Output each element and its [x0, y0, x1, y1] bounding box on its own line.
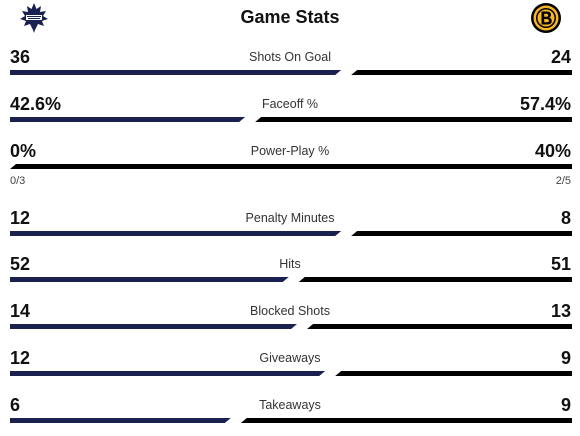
away-value: 8 — [560, 208, 571, 228]
away-sub-value: 2/5 — [555, 175, 571, 187]
stat-row-power-play: 0% Power-Play % 40% — [0, 138, 580, 169]
stat-label: Giveaways — [259, 351, 321, 365]
home-value: 14 — [10, 301, 31, 321]
home-value: 36 — [10, 47, 31, 67]
stat-label: Takeaways — [259, 398, 321, 412]
home-share-bar — [10, 231, 341, 236]
home-share-bar — [10, 324, 297, 329]
away-share-bar — [240, 418, 572, 423]
stat-label: Blocked Shots — [250, 304, 330, 318]
stat-label: Hits — [279, 257, 301, 271]
home-value: 42.6% — [10, 94, 62, 114]
stat-row-takeaways: 6 Takeaways 9 — [0, 392, 580, 423]
away-share-bar — [335, 371, 572, 376]
stat-row-blocked-shots: 14 Blocked Shots 13 — [0, 298, 580, 329]
away-value: 57.4% — [519, 94, 571, 114]
stat-label: Penalty Minutes — [245, 211, 335, 225]
stat-row-giveaways: 12 Giveaways 9 — [0, 345, 580, 376]
away-value: 24 — [550, 47, 571, 67]
home-value: 12 — [10, 348, 31, 368]
home-sub-value: 0/3 — [10, 175, 26, 187]
maple-leafs-logo-icon — [20, 3, 48, 33]
home-share-bar — [10, 70, 341, 75]
home-share-bar — [10, 418, 231, 423]
stat-row-hits: 52 Hits 51 — [0, 251, 580, 282]
home-value: 52 — [10, 254, 31, 274]
page-title: Game Stats — [240, 7, 340, 27]
away-share-bar — [10, 164, 572, 169]
home-share-bar — [10, 277, 289, 282]
home-share-bar — [10, 117, 245, 122]
stat-row-penalty-minutes: 12 Penalty Minutes 8 — [0, 205, 580, 236]
home-share-bar — [10, 371, 325, 376]
stat-row-faceoff: 42.6% Faceoff % 57.4% — [0, 91, 580, 122]
bruins-logo-icon — [531, 3, 561, 33]
away-share-bar — [298, 277, 572, 282]
away-value: 9 — [560, 348, 571, 368]
away-share-bar — [255, 117, 572, 122]
home-value: 0% — [10, 141, 37, 161]
header: Game Stats — [0, 0, 580, 38]
home-value: 6 — [10, 395, 21, 415]
home-value: 12 — [10, 208, 31, 228]
stat-row-shots-on-goal: 36 Shots On Goal 24 — [0, 44, 580, 75]
stat-label: Faceoff % — [261, 97, 319, 111]
away-value: 40% — [534, 141, 571, 161]
away-value: 9 — [560, 395, 571, 415]
stat-label: Power-Play % — [250, 144, 330, 158]
away-value: 13 — [550, 301, 571, 321]
away-value: 51 — [550, 254, 571, 274]
away-share-bar — [351, 231, 572, 236]
stat-label: Shots On Goal — [249, 50, 331, 64]
away-share-bar — [307, 324, 572, 329]
away-share-bar — [351, 70, 572, 75]
